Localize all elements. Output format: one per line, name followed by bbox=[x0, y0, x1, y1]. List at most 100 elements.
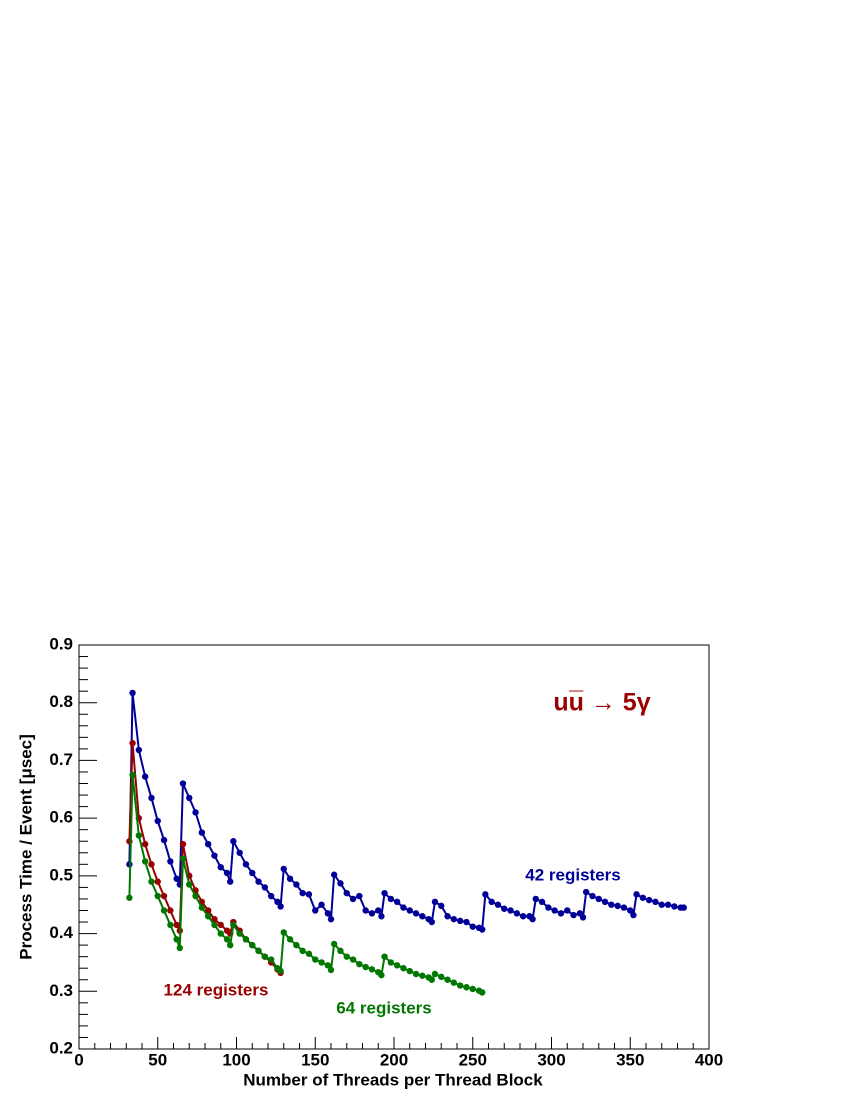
data-point bbox=[419, 972, 426, 979]
series-label: 64 registers bbox=[336, 998, 431, 1017]
data-point bbox=[179, 855, 187, 862]
data-point bbox=[630, 911, 637, 919]
y-tick-label: 0.7 bbox=[49, 750, 73, 769]
data-point bbox=[378, 971, 385, 979]
data-point bbox=[428, 976, 435, 983]
data-point bbox=[428, 918, 435, 926]
x-tick-label: 400 bbox=[695, 1050, 723, 1069]
data-point bbox=[327, 915, 335, 923]
data-point bbox=[160, 836, 168, 844]
data-point bbox=[431, 970, 439, 978]
data-point bbox=[381, 889, 388, 897]
data-point bbox=[293, 941, 300, 949]
data-point bbox=[179, 840, 187, 848]
data-point bbox=[608, 901, 615, 908]
data-point bbox=[176, 944, 183, 952]
data-point bbox=[277, 903, 284, 910]
data-point bbox=[393, 962, 401, 969]
data-point bbox=[589, 892, 596, 900]
data-point bbox=[135, 832, 143, 839]
data-point bbox=[557, 910, 565, 917]
data-point bbox=[230, 921, 237, 929]
data-point bbox=[148, 794, 155, 802]
data-point bbox=[400, 904, 407, 911]
data-point bbox=[362, 963, 369, 971]
data-point bbox=[368, 966, 376, 973]
data-point bbox=[192, 809, 199, 816]
data-point bbox=[286, 936, 294, 943]
data-point bbox=[482, 891, 489, 898]
data-point bbox=[469, 923, 476, 930]
x-tick-label: 250 bbox=[459, 1050, 487, 1069]
y-tick-label: 0.2 bbox=[49, 1038, 73, 1057]
data-point bbox=[645, 896, 653, 904]
data-point bbox=[412, 910, 420, 917]
data-point bbox=[349, 895, 357, 903]
data-point bbox=[217, 930, 224, 937]
data-point bbox=[167, 921, 174, 929]
data-point bbox=[362, 907, 369, 914]
data-point bbox=[393, 898, 401, 906]
data-point bbox=[217, 921, 224, 929]
data-point bbox=[135, 746, 143, 754]
data-point bbox=[223, 936, 231, 943]
data-point bbox=[305, 950, 313, 957]
data-point bbox=[167, 858, 174, 865]
y-tick-label: 0.3 bbox=[49, 981, 73, 1000]
data-point bbox=[227, 878, 234, 885]
y-tick-label: 0.6 bbox=[49, 808, 73, 827]
data-point bbox=[614, 902, 621, 910]
series-label: 42 registers bbox=[525, 865, 620, 884]
data-point bbox=[337, 947, 344, 955]
x-tick-label: 0 bbox=[74, 1050, 83, 1069]
process-annotation: uu̅ → 5γ bbox=[553, 689, 650, 717]
series-line bbox=[128, 774, 483, 994]
data-point bbox=[305, 891, 313, 898]
data-point bbox=[532, 895, 539, 903]
data-point bbox=[652, 898, 659, 906]
data-point bbox=[267, 956, 275, 963]
data-point bbox=[601, 898, 609, 906]
data-point bbox=[280, 929, 287, 936]
data-point bbox=[330, 940, 338, 948]
data-point bbox=[261, 953, 269, 960]
data-point bbox=[286, 875, 294, 882]
data-point bbox=[186, 881, 193, 888]
data-point bbox=[381, 953, 388, 960]
data-point bbox=[173, 921, 180, 929]
data-point bbox=[129, 771, 136, 779]
x-tick-label: 350 bbox=[616, 1050, 644, 1069]
data-point bbox=[456, 917, 464, 925]
data-point bbox=[154, 817, 161, 825]
data-point bbox=[356, 892, 363, 900]
data-point bbox=[293, 881, 300, 888]
data-point bbox=[160, 907, 168, 914]
data-point bbox=[507, 907, 514, 914]
data-point bbox=[186, 794, 193, 802]
data-point bbox=[529, 915, 536, 923]
y-tick-label: 0.9 bbox=[49, 634, 73, 653]
data-point bbox=[173, 875, 180, 882]
data-point bbox=[154, 878, 161, 885]
y-axis-title: Process Time / Event [μsec] bbox=[16, 734, 35, 960]
data-point bbox=[154, 892, 161, 900]
data-point bbox=[400, 965, 407, 972]
data-point bbox=[242, 936, 250, 943]
data-point bbox=[479, 989, 486, 996]
data-point bbox=[444, 976, 451, 983]
series-label: 124 registers bbox=[164, 980, 269, 999]
data-point bbox=[141, 773, 149, 780]
data-point bbox=[551, 907, 558, 914]
data-point bbox=[126, 894, 133, 901]
data-point bbox=[658, 901, 665, 908]
data-point bbox=[387, 959, 395, 966]
data-point bbox=[545, 904, 552, 911]
data-point bbox=[349, 956, 357, 963]
data-point bbox=[664, 901, 672, 908]
data-point bbox=[469, 985, 476, 993]
data-point bbox=[211, 852, 218, 859]
data-point bbox=[450, 979, 458, 986]
data-point bbox=[620, 904, 628, 911]
data-point bbox=[330, 871, 338, 878]
